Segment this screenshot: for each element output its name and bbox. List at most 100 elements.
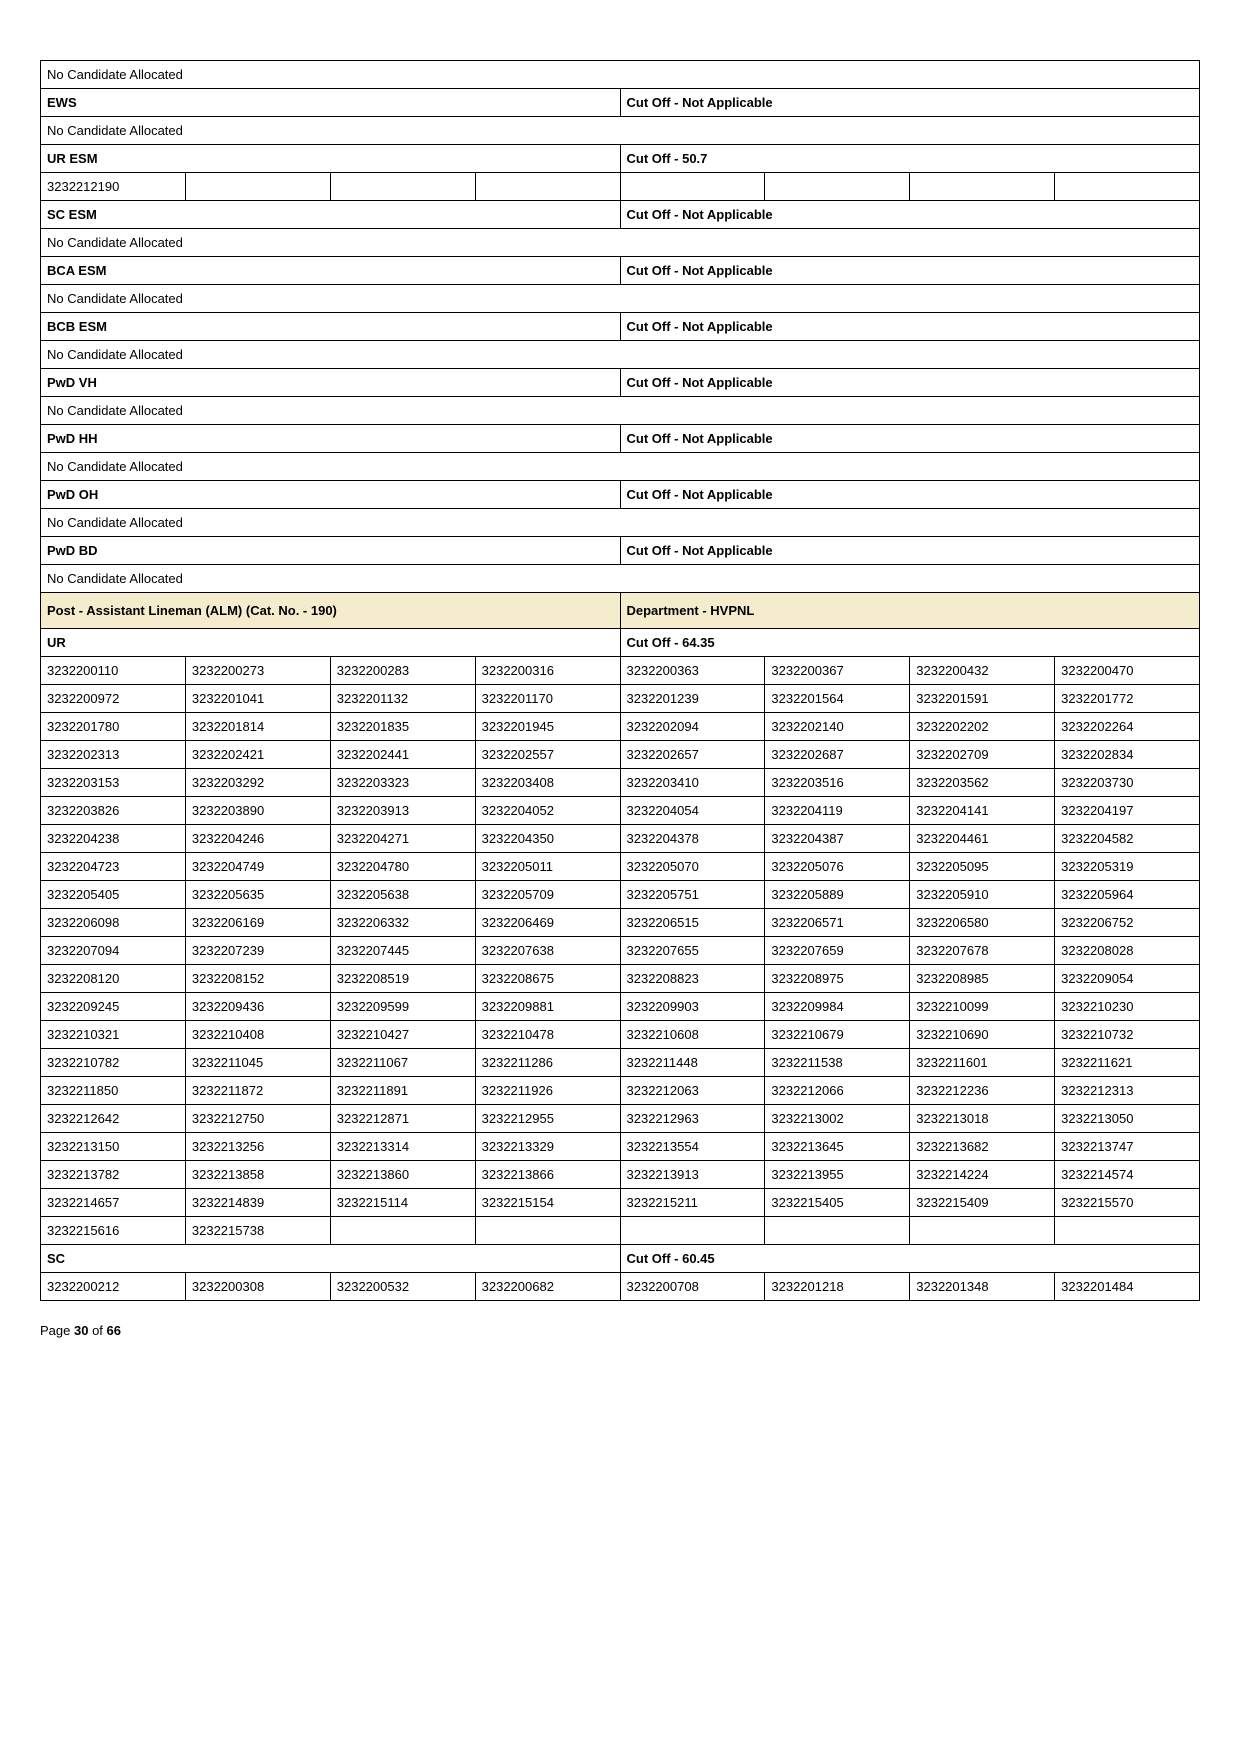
candidate-id-cell: 3232205709 xyxy=(475,881,620,909)
table-row: 3232206098323220616932322063323232206469… xyxy=(41,909,1200,937)
candidate-id-cell: 3232204350 xyxy=(475,825,620,853)
table-row: 3232208120323220815232322085193232208675… xyxy=(41,965,1200,993)
candidate-id-cell: 3232209881 xyxy=(475,993,620,1021)
candidate-id-cell: 3232201591 xyxy=(910,685,1055,713)
candidate-id-cell: 3232205076 xyxy=(765,853,910,881)
candidate-id-cell: 3232207638 xyxy=(475,937,620,965)
category-label: BCB ESM xyxy=(41,313,621,341)
candidate-id-cell: 3232210099 xyxy=(910,993,1055,1021)
category-label: PwD BD xyxy=(41,537,621,565)
candidate-id-cell: 3232213782 xyxy=(41,1161,186,1189)
candidate-id-cell: 3232204054 xyxy=(620,797,765,825)
table-row: PwD BDCut Off - Not Applicable xyxy=(41,537,1200,565)
candidate-id-cell: 3232201814 xyxy=(185,713,330,741)
full-width-cell: No Candidate Allocated xyxy=(41,509,1200,537)
candidate-id-cell: 3232208823 xyxy=(620,965,765,993)
table-row: No Candidate Allocated xyxy=(41,565,1200,593)
table-row: No Candidate Allocated xyxy=(41,341,1200,369)
candidate-id-cell: 3232204238 xyxy=(41,825,186,853)
category-label: UR xyxy=(41,629,621,657)
candidate-id-cell: 3232213554 xyxy=(620,1133,765,1161)
table-row: PwD HHCut Off - Not Applicable xyxy=(41,425,1200,453)
candidate-id-cell: 3232213002 xyxy=(765,1105,910,1133)
candidate-id-cell: 3232213682 xyxy=(910,1133,1055,1161)
candidate-id-cell: 3232205638 xyxy=(330,881,475,909)
candidate-id-cell xyxy=(765,1217,910,1245)
candidate-id-cell xyxy=(910,173,1055,201)
candidate-id-cell xyxy=(1055,1217,1200,1245)
candidate-id-cell: 3232215211 xyxy=(620,1189,765,1217)
table-row: 3232202313323220242132322024413232202557… xyxy=(41,741,1200,769)
candidate-id-cell: 3232213256 xyxy=(185,1133,330,1161)
candidate-id-cell: 3232215114 xyxy=(330,1189,475,1217)
candidate-id-cell: 3232200432 xyxy=(910,657,1055,685)
candidate-id-cell: 3232207678 xyxy=(910,937,1055,965)
candidate-id-cell: 3232212963 xyxy=(620,1105,765,1133)
table-row: PwD OHCut Off - Not Applicable xyxy=(41,481,1200,509)
candidate-id-cell: 3232201772 xyxy=(1055,685,1200,713)
candidate-id-cell: 3232211621 xyxy=(1055,1049,1200,1077)
candidate-id-cell: 3232201041 xyxy=(185,685,330,713)
table-row: Post - Assistant Lineman (ALM) (Cat. No.… xyxy=(41,593,1200,629)
cutoff-label: Cut Off - Not Applicable xyxy=(620,201,1200,229)
candidate-id-cell: 3232202140 xyxy=(765,713,910,741)
table-row: 32322156163232215738 xyxy=(41,1217,1200,1245)
cutoff-label: Cut Off - 50.7 xyxy=(620,145,1200,173)
candidate-id-cell xyxy=(330,1217,475,1245)
candidate-id-cell: 3232209903 xyxy=(620,993,765,1021)
candidate-id-cell: 3232201564 xyxy=(765,685,910,713)
candidate-id-cell: 3232209054 xyxy=(1055,965,1200,993)
candidate-id-cell: 3232203410 xyxy=(620,769,765,797)
candidate-id-cell: 3232204141 xyxy=(910,797,1055,825)
page-prefix: Page xyxy=(40,1323,74,1338)
candidate-id-cell: 3232213018 xyxy=(910,1105,1055,1133)
table-row: EWSCut Off - Not Applicable xyxy=(41,89,1200,117)
candidate-id-cell: 3232210321 xyxy=(41,1021,186,1049)
candidate-id-cell: 3232213860 xyxy=(330,1161,475,1189)
candidate-id-cell: 3232215154 xyxy=(475,1189,620,1217)
candidate-id-cell: 3232201170 xyxy=(475,685,620,713)
page-total: 66 xyxy=(107,1323,121,1338)
candidate-id-cell: 3232204119 xyxy=(765,797,910,825)
candidate-id-cell: 3232213050 xyxy=(1055,1105,1200,1133)
table-row: No Candidate Allocated xyxy=(41,509,1200,537)
category-label: EWS xyxy=(41,89,621,117)
table-row: 3232200212323220030832322005323232200682… xyxy=(41,1273,1200,1301)
candidate-id-cell: 3232207655 xyxy=(620,937,765,965)
table-row: SCCut Off - 60.45 xyxy=(41,1245,1200,1273)
table-row: UR ESMCut Off - 50.7 xyxy=(41,145,1200,173)
candidate-id-cell: 3232212642 xyxy=(41,1105,186,1133)
candidate-id-cell: 3232206169 xyxy=(185,909,330,937)
candidate-id-cell: 3232213913 xyxy=(620,1161,765,1189)
candidate-id-cell: 3232206752 xyxy=(1055,909,1200,937)
cutoff-label: Cut Off - Not Applicable xyxy=(620,369,1200,397)
cutoff-label: Cut Off - Not Applicable xyxy=(620,313,1200,341)
candidate-id-cell: 3232204723 xyxy=(41,853,186,881)
candidate-id-cell: 3232208985 xyxy=(910,965,1055,993)
candidate-id-cell: 3232200308 xyxy=(185,1273,330,1301)
candidate-id-cell: 3232200316 xyxy=(475,657,620,685)
full-width-cell: No Candidate Allocated xyxy=(41,453,1200,481)
table-row: 3232203826323220389032322039133232204052… xyxy=(41,797,1200,825)
candidate-id-cell: 3232208152 xyxy=(185,965,330,993)
candidate-id-cell: 3232201780 xyxy=(41,713,186,741)
candidate-id-cell: 3232203408 xyxy=(475,769,620,797)
candidate-id-cell: 3232202834 xyxy=(1055,741,1200,769)
table-row: 3232213782323221385832322138603232213866… xyxy=(41,1161,1200,1189)
cutoff-label: Cut Off - 60.45 xyxy=(620,1245,1200,1273)
cutoff-label: Cut Off - Not Applicable xyxy=(620,257,1200,285)
full-width-cell: No Candidate Allocated xyxy=(41,397,1200,425)
table-row: No Candidate Allocated xyxy=(41,229,1200,257)
table-row: No Candidate Allocated xyxy=(41,117,1200,145)
candidate-id-cell xyxy=(475,173,620,201)
candidate-id-cell: 3232204387 xyxy=(765,825,910,853)
cutoff-label: Cut Off - 64.35 xyxy=(620,629,1200,657)
candidate-id-cell: 3232208519 xyxy=(330,965,475,993)
candidate-id-cell: 3232212871 xyxy=(330,1105,475,1133)
page-footer: Page 30 of 66 xyxy=(40,1323,1200,1338)
candidate-id-cell: 3232203153 xyxy=(41,769,186,797)
candidate-id-cell: 3232215405 xyxy=(765,1189,910,1217)
full-width-cell: No Candidate Allocated xyxy=(41,117,1200,145)
table-row: 3232209245323220943632322095993232209881… xyxy=(41,993,1200,1021)
candidate-id-cell: 3232205319 xyxy=(1055,853,1200,881)
